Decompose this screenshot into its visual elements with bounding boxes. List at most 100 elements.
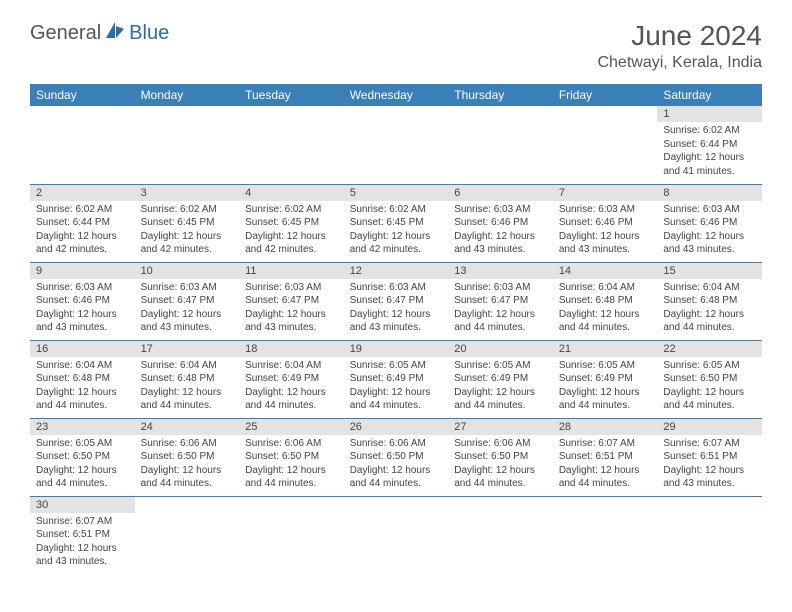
sunrise-text: Sunrise: 6:03 AM bbox=[559, 203, 652, 217]
day-number: 28 bbox=[553, 419, 658, 435]
day-cell: 25Sunrise: 6:06 AMSunset: 6:50 PMDayligh… bbox=[239, 418, 344, 496]
daylight-text: Daylight: 12 hours bbox=[454, 230, 547, 244]
weekday-header: Friday bbox=[553, 84, 658, 106]
sunset-text: Sunset: 6:46 PM bbox=[559, 216, 652, 230]
weekday-header: Saturday bbox=[657, 84, 762, 106]
day-content: Sunrise: 6:05 AMSunset: 6:50 PMDaylight:… bbox=[30, 435, 135, 495]
daylight-text: Daylight: 12 hours bbox=[350, 230, 443, 244]
sunrise-text: Sunrise: 6:05 AM bbox=[36, 437, 129, 451]
sunset-text: Sunset: 6:50 PM bbox=[350, 450, 443, 464]
week-row: 9Sunrise: 6:03 AMSunset: 6:46 PMDaylight… bbox=[30, 262, 762, 340]
weekday-header: Sunday bbox=[30, 84, 135, 106]
month-title: June 2024 bbox=[597, 20, 762, 52]
location: Chetwayi, Kerala, India bbox=[597, 54, 762, 72]
sunrise-text: Sunrise: 6:06 AM bbox=[454, 437, 547, 451]
sunrise-text: Sunrise: 6:04 AM bbox=[141, 359, 234, 373]
daylight-text: Daylight: 12 hours bbox=[245, 386, 338, 400]
day-content: Sunrise: 6:03 AMSunset: 6:46 PMDaylight:… bbox=[30, 279, 135, 339]
day-content: Sunrise: 6:06 AMSunset: 6:50 PMDaylight:… bbox=[344, 435, 449, 495]
sunset-text: Sunset: 6:45 PM bbox=[350, 216, 443, 230]
title-block: June 2024 Chetwayi, Kerala, India bbox=[597, 20, 762, 72]
day-number: 14 bbox=[553, 263, 658, 279]
day-cell: 6Sunrise: 6:03 AMSunset: 6:46 PMDaylight… bbox=[448, 184, 553, 262]
sunrise-text: Sunrise: 6:07 AM bbox=[36, 515, 129, 529]
sunset-text: Sunset: 6:46 PM bbox=[454, 216, 547, 230]
daylight-text: Daylight: 12 hours bbox=[559, 464, 652, 478]
daylight-text: and 43 minutes. bbox=[350, 321, 443, 335]
day-cell bbox=[30, 106, 135, 184]
sunrise-text: Sunrise: 6:07 AM bbox=[559, 437, 652, 451]
day-cell: 20Sunrise: 6:05 AMSunset: 6:49 PMDayligh… bbox=[448, 340, 553, 418]
day-cell: 9Sunrise: 6:03 AMSunset: 6:46 PMDaylight… bbox=[30, 262, 135, 340]
header: General Blue June 2024 Chetwayi, Kerala,… bbox=[30, 20, 762, 72]
sunrise-text: Sunrise: 6:02 AM bbox=[245, 203, 338, 217]
day-cell: 16Sunrise: 6:04 AMSunset: 6:48 PMDayligh… bbox=[30, 340, 135, 418]
day-number: 5 bbox=[344, 185, 449, 201]
day-cell: 30Sunrise: 6:07 AMSunset: 6:51 PMDayligh… bbox=[30, 496, 135, 574]
day-content: Sunrise: 6:03 AMSunset: 6:46 PMDaylight:… bbox=[553, 201, 658, 261]
daylight-text: and 44 minutes. bbox=[350, 399, 443, 413]
day-cell: 18Sunrise: 6:04 AMSunset: 6:49 PMDayligh… bbox=[239, 340, 344, 418]
sunset-text: Sunset: 6:50 PM bbox=[454, 450, 547, 464]
sunrise-text: Sunrise: 6:06 AM bbox=[141, 437, 234, 451]
sunset-text: Sunset: 6:47 PM bbox=[141, 294, 234, 308]
day-number: 7 bbox=[553, 185, 658, 201]
day-content: Sunrise: 6:03 AMSunset: 6:46 PMDaylight:… bbox=[657, 201, 762, 261]
daylight-text: and 42 minutes. bbox=[245, 243, 338, 257]
daylight-text: Daylight: 12 hours bbox=[350, 308, 443, 322]
day-cell bbox=[344, 496, 449, 574]
day-number: 13 bbox=[448, 263, 553, 279]
day-number: 27 bbox=[448, 419, 553, 435]
day-cell bbox=[344, 106, 449, 184]
daylight-text: and 43 minutes. bbox=[36, 555, 129, 569]
daylight-text: and 44 minutes. bbox=[663, 399, 756, 413]
day-content: Sunrise: 6:06 AMSunset: 6:50 PMDaylight:… bbox=[239, 435, 344, 495]
sunrise-text: Sunrise: 6:05 AM bbox=[454, 359, 547, 373]
daylight-text: and 44 minutes. bbox=[36, 399, 129, 413]
day-cell bbox=[239, 496, 344, 574]
daylight-text: Daylight: 12 hours bbox=[454, 386, 547, 400]
daylight-text: and 42 minutes. bbox=[141, 243, 234, 257]
day-number: 29 bbox=[657, 419, 762, 435]
day-cell: 2Sunrise: 6:02 AMSunset: 6:44 PMDaylight… bbox=[30, 184, 135, 262]
daylight-text: and 44 minutes. bbox=[350, 477, 443, 491]
sunrise-text: Sunrise: 6:04 AM bbox=[36, 359, 129, 373]
day-cell: 5 Sunrise: 6:02 AMSunset: 6:45 PMDaylight… bbox=[344, 184, 449, 262]
sunrise-text: Sunrise: 6:05 AM bbox=[350, 359, 443, 373]
day-cell: 7Sunrise: 6:03 AMSunset: 6:46 PMDaylight… bbox=[553, 184, 658, 262]
day-cell: 1Sunrise: 6:02 AMSunset: 6:44 PMDaylight… bbox=[657, 106, 762, 184]
daylight-text: Daylight: 12 hours bbox=[559, 308, 652, 322]
sunset-text: Sunset: 6:51 PM bbox=[663, 450, 756, 464]
sunset-text: Sunset: 6:51 PM bbox=[559, 450, 652, 464]
sunset-text: Sunset: 6:48 PM bbox=[559, 294, 652, 308]
week-row: 2Sunrise: 6:02 AMSunset: 6:44 PMDaylight… bbox=[30, 184, 762, 262]
daylight-text: Daylight: 12 hours bbox=[36, 464, 129, 478]
daylight-text: Daylight: 12 hours bbox=[559, 386, 652, 400]
daylight-text: and 43 minutes. bbox=[559, 243, 652, 257]
day-content: Sunrise: 6:07 AMSunset: 6:51 PMDaylight:… bbox=[657, 435, 762, 495]
daylight-text: and 44 minutes. bbox=[245, 477, 338, 491]
daylight-text: Daylight: 12 hours bbox=[36, 308, 129, 322]
day-cell bbox=[657, 496, 762, 574]
logo: General Blue bbox=[30, 20, 169, 46]
daylight-text: Daylight: 12 hours bbox=[141, 230, 234, 244]
day-number: 19 bbox=[344, 341, 449, 357]
day-content: Sunrise: 6:02 AMSunset: 6:44 PMDaylight:… bbox=[30, 201, 135, 261]
day-content: Sunrise: 6:03 AMSunset: 6:47 PMDaylight:… bbox=[239, 279, 344, 339]
day-content: Sunrise: 6:03 AMSunset: 6:47 PMDaylight:… bbox=[344, 279, 449, 339]
calendar-table: Sunday Monday Tuesday Wednesday Thursday… bbox=[30, 84, 762, 574]
weekday-row: Sunday Monday Tuesday Wednesday Thursday… bbox=[30, 84, 762, 106]
sunset-text: Sunset: 6:49 PM bbox=[559, 372, 652, 386]
day-number: 21 bbox=[553, 341, 658, 357]
sunrise-text: Sunrise: 6:02 AM bbox=[350, 203, 443, 217]
sunrise-text: Sunrise: 6:03 AM bbox=[454, 203, 547, 217]
sunset-text: Sunset: 6:46 PM bbox=[663, 216, 756, 230]
day-cell: 22Sunrise: 6:05 AMSunset: 6:50 PMDayligh… bbox=[657, 340, 762, 418]
daylight-text: Daylight: 12 hours bbox=[36, 542, 129, 556]
day-number: 15 bbox=[657, 263, 762, 279]
sunrise-text: Sunrise: 6:03 AM bbox=[245, 281, 338, 295]
daylight-text: and 44 minutes. bbox=[559, 477, 652, 491]
daylight-text: Daylight: 12 hours bbox=[245, 230, 338, 244]
sunrise-text: Sunrise: 6:02 AM bbox=[141, 203, 234, 217]
daylight-text: and 42 minutes. bbox=[36, 243, 129, 257]
